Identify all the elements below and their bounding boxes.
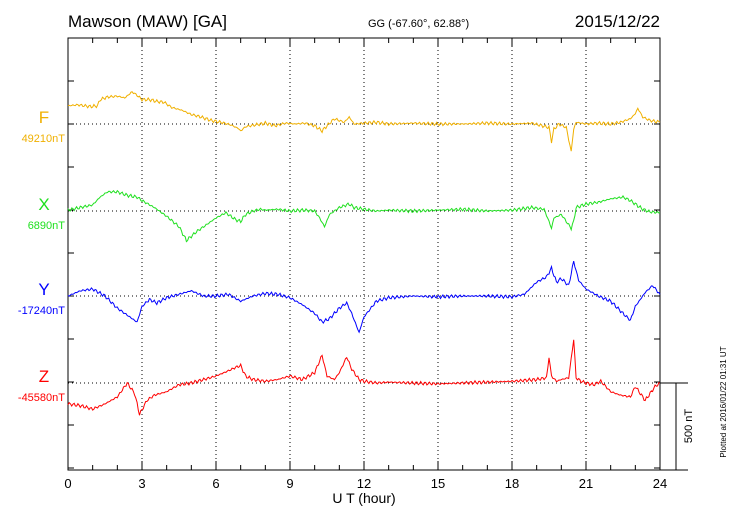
x-tick-label-6: 6 (212, 476, 219, 491)
station-coords: GG (-67.60°, 62.88°) (368, 18, 469, 30)
x-tick-label-18: 18 (505, 476, 519, 491)
grid-lines (68, 38, 660, 470)
x-tick-label-24: 24 (653, 476, 667, 491)
series-name-z: Z (39, 367, 49, 386)
axis-ticks: 0 3 6 9 12 15 18 21 24 (64, 37, 667, 491)
x-axis-label: U T (hour) (332, 490, 395, 506)
plot-date: 2015/12/22 (575, 12, 660, 31)
x-tick-label-12: 12 (357, 476, 371, 491)
station-title: Mawson (MAW) [GA] (68, 12, 227, 31)
label-group: F 49210nT X 6890nT Y -17240nT Z -45580nT (18, 108, 65, 404)
scale-bar-label: 500 nT (683, 409, 695, 444)
series-line-z (67, 339, 661, 416)
x-tick-label-21: 21 (579, 476, 593, 491)
baseline-value-f: 49210nT (22, 133, 66, 145)
series-line-f (67, 91, 661, 152)
series-group (67, 91, 661, 416)
scale-bar (660, 382, 688, 471)
baseline-value-z: -45580nT (18, 392, 65, 404)
x-tick-label-0: 0 (64, 476, 71, 491)
series-line-x (67, 189, 661, 243)
x-tick-label-15: 15 (431, 476, 445, 491)
series-name-x: X (38, 195, 49, 214)
series-name-y: Y (38, 280, 49, 299)
x-tick-label-9: 9 (286, 476, 293, 491)
series-name-f: F (39, 108, 49, 127)
baseline-value-y: -17240nT (18, 305, 65, 317)
x-tick-label-3: 3 (138, 476, 145, 491)
baseline-value-x: 6890nT (28, 220, 66, 232)
plotted-timestamp: Plotted at 2016/01/22 01:31 UT (719, 346, 728, 457)
series-line-y (67, 260, 661, 334)
